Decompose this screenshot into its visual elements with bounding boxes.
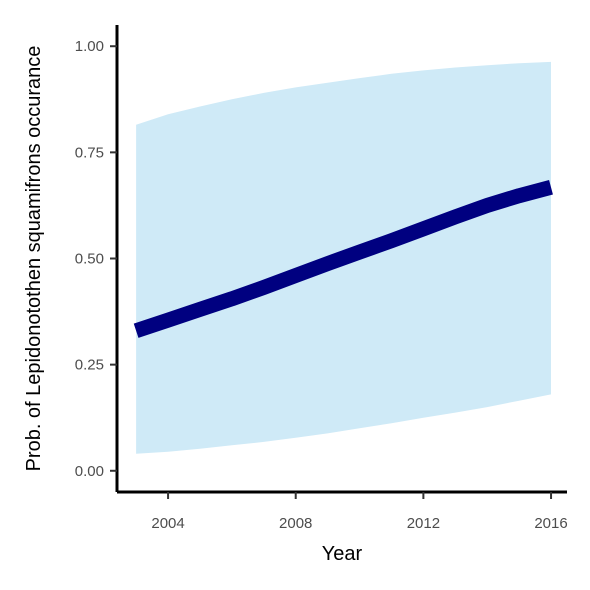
y-tick-label: 0.50 <box>75 251 104 268</box>
x-tick-label: 2012 <box>407 515 440 532</box>
y-tick-label: 1.00 <box>75 38 104 55</box>
x-axis-ticks: 2004 2008 2012 2016 <box>151 492 568 532</box>
y-axis-title: Prob. of Lepidonotothen squamifrons occu… <box>23 46 45 472</box>
y-axis-ticks: 0.00 0.25 0.50 0.75 1.00 <box>75 38 117 480</box>
y-tick-label: 0.75 <box>75 144 104 161</box>
series-line <box>133 179 553 338</box>
x-tick-label: 2008 <box>279 515 312 532</box>
y-tick-label: 0.00 <box>75 463 104 480</box>
x-tick-label: 2004 <box>151 515 184 532</box>
x-tick-label: 2016 <box>534 515 567 532</box>
x-axis-title: Year <box>322 543 363 565</box>
y-tick-label: 0.25 <box>75 357 104 374</box>
